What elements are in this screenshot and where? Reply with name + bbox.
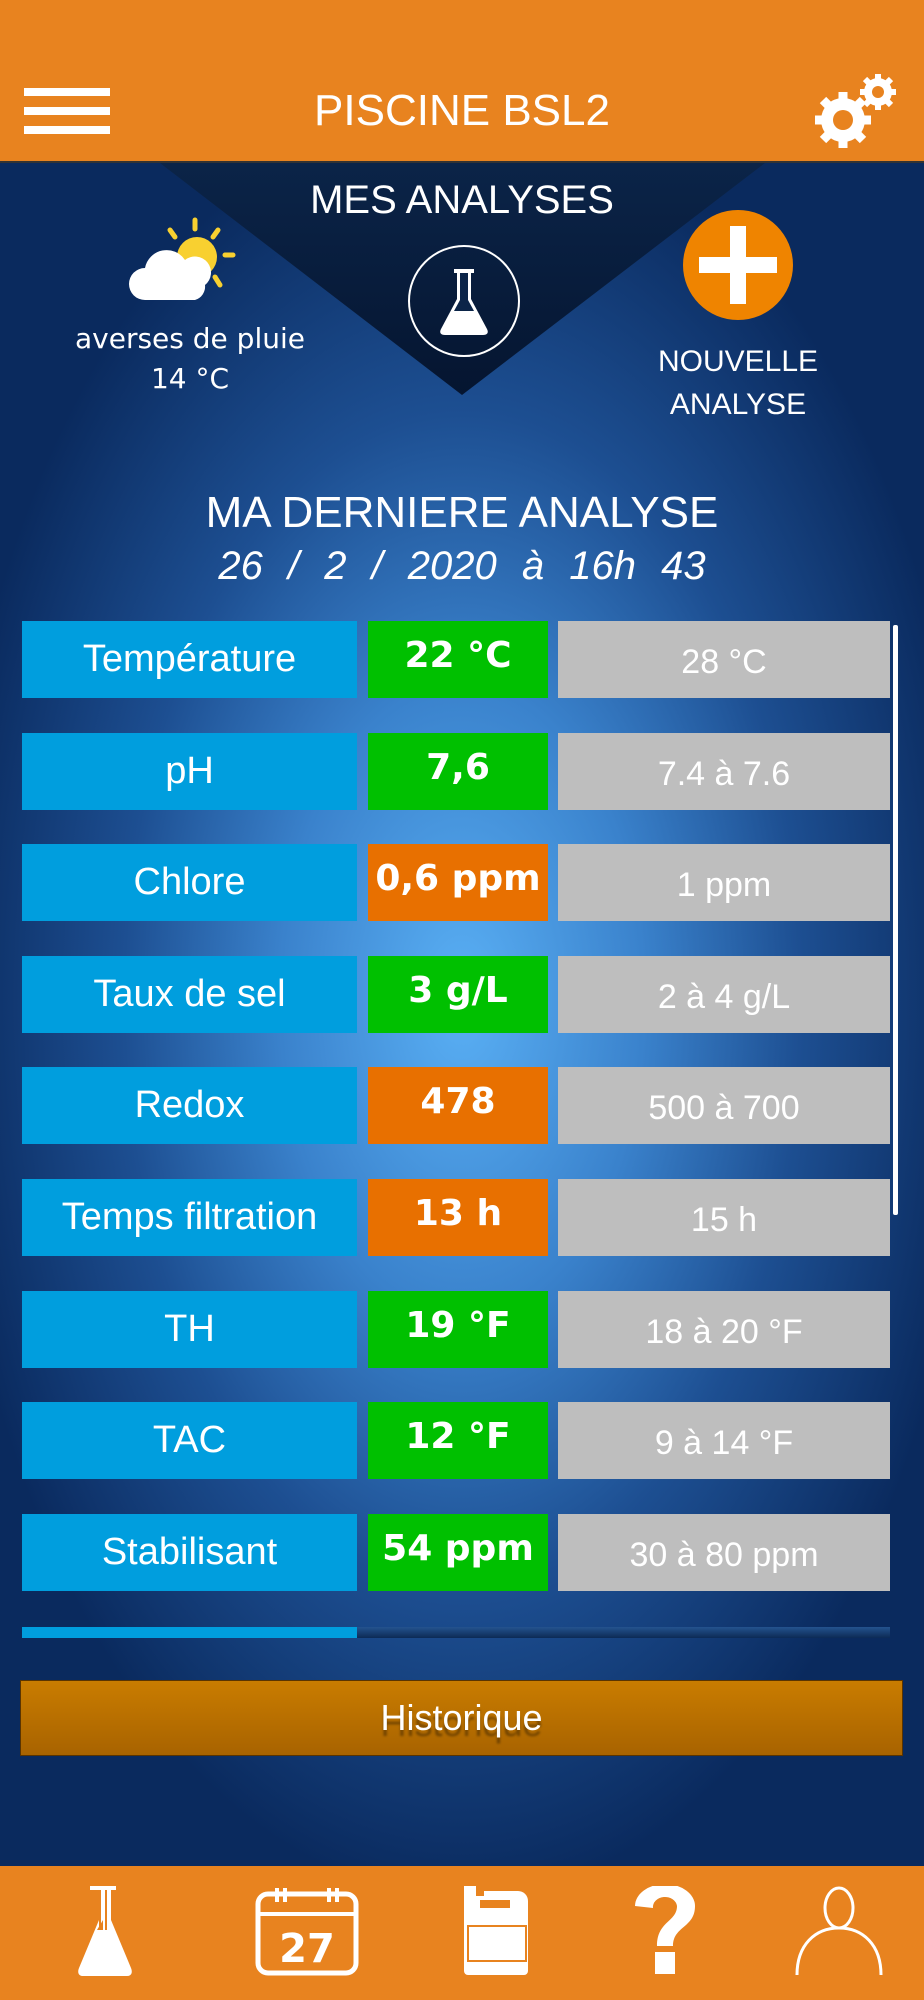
weather-widget: averses de pluie 14 °C bbox=[30, 215, 350, 399]
row-value: 22 °C bbox=[368, 621, 548, 698]
row-value: 19 °F bbox=[368, 1290, 548, 1368]
app-title: PISCINE BSL2 bbox=[314, 86, 610, 135]
row-reference: 2 à 4 g/L bbox=[558, 955, 890, 1033]
partial-row bbox=[22, 1627, 890, 1638]
user-icon bbox=[795, 1886, 883, 1976]
nav-products[interactable] bbox=[442, 1886, 552, 1976]
row-reference: 28 °C bbox=[558, 621, 890, 698]
nav-analyses[interactable] bbox=[48, 1886, 158, 1976]
row-label: TH bbox=[22, 1290, 357, 1368]
analysis-row[interactable]: Stabilisant 54 ppm 30 à 80 ppm bbox=[0, 1513, 924, 1591]
row-value: 12 °F bbox=[368, 1402, 548, 1480]
new-analysis-label-1: NOUVELLE bbox=[657, 345, 819, 378]
hamburger-menu-icon[interactable] bbox=[24, 88, 110, 134]
row-label: Temps filtration bbox=[22, 1179, 357, 1256]
weather-description: averses de pluie bbox=[75, 322, 305, 355]
analysis-row[interactable]: Redox 478 500 à 700 bbox=[0, 1067, 924, 1145]
history-button[interactable]: Historique bbox=[20, 1680, 903, 1756]
nav-help[interactable] bbox=[610, 1886, 720, 1976]
nav-profile[interactable] bbox=[784, 1886, 894, 1976]
row-reference: 30 à 80 ppm bbox=[558, 1513, 890, 1591]
row-value: 13 h bbox=[368, 1179, 548, 1256]
flask-icon bbox=[78, 1886, 132, 1976]
row-value: 7,6 bbox=[368, 732, 548, 810]
analysis-row[interactable]: TAC 12 °F 9 à 14 °F bbox=[0, 1402, 924, 1480]
row-reference: 15 h bbox=[558, 1179, 890, 1256]
row-label: Stabilisant bbox=[22, 1513, 357, 1591]
row-label: Taux de sel bbox=[22, 955, 357, 1033]
row-reference: 500 à 700 bbox=[558, 1067, 890, 1145]
row-label: TAC bbox=[22, 1402, 357, 1480]
help-icon bbox=[635, 1886, 695, 1974]
row-value: 54 ppm bbox=[368, 1513, 548, 1591]
analysis-row[interactable]: Température 22 °C 28 °C bbox=[0, 621, 924, 698]
analysis-row[interactable]: TH 19 °F 18 à 20 °F bbox=[0, 1290, 924, 1368]
row-label: Température bbox=[22, 621, 357, 698]
partly-cloudy-icon bbox=[129, 217, 236, 300]
row-label: pH bbox=[22, 732, 357, 810]
row-value: 478 bbox=[368, 1067, 548, 1145]
calendar-icon: 27 bbox=[255, 1888, 359, 1976]
product-can-icon bbox=[464, 1886, 528, 1975]
analysis-row[interactable]: Chlore 0,6 ppm 1 ppm bbox=[0, 844, 924, 922]
calendar-day: 27 bbox=[279, 1926, 335, 1972]
bottom-nav: 27 bbox=[0, 1866, 924, 2000]
row-value: 3 g/L bbox=[368, 955, 548, 1033]
row-reference: 1 ppm bbox=[558, 844, 890, 922]
section-title: MES ANALYSES bbox=[310, 178, 614, 222]
weather-temperature: 14 °C bbox=[150, 362, 230, 395]
analysis-row[interactable]: Taux de sel 3 g/L 2 à 4 g/L bbox=[0, 955, 924, 1033]
app-header: PISCINE BSL2 bbox=[0, 0, 924, 163]
new-analysis-label-2: ANALYSE bbox=[669, 388, 807, 421]
plus-icon bbox=[683, 210, 793, 320]
analysis-row[interactable]: Temps filtration 13 h 15 h bbox=[0, 1179, 924, 1256]
row-reference: 7.4 à 7.6 bbox=[558, 732, 890, 810]
analyses-flask-button[interactable] bbox=[408, 245, 520, 357]
row-label: Chlore bbox=[22, 844, 357, 922]
row-reference: 9 à 14 °F bbox=[558, 1402, 890, 1480]
row-value: 0,6 ppm bbox=[368, 844, 548, 922]
row-reference: 18 à 20 °F bbox=[558, 1290, 890, 1368]
analysis-row[interactable]: pH 7,6 7.4 à 7.6 bbox=[0, 732, 924, 810]
last-analysis-title: MA DERNIERE ANALYSE bbox=[205, 488, 719, 537]
last-analysis-date: 26 / 2 / 2020 à 16h 43 bbox=[218, 544, 706, 588]
scrollbar[interactable] bbox=[893, 625, 898, 1215]
new-analysis-button[interactable]: NOUVELLE ANALYSE bbox=[618, 210, 858, 426]
flask-icon bbox=[440, 269, 488, 335]
row-label: Redox bbox=[22, 1067, 357, 1145]
gears-icon[interactable] bbox=[808, 70, 903, 155]
nav-calendar[interactable]: 27 bbox=[252, 1886, 362, 1976]
